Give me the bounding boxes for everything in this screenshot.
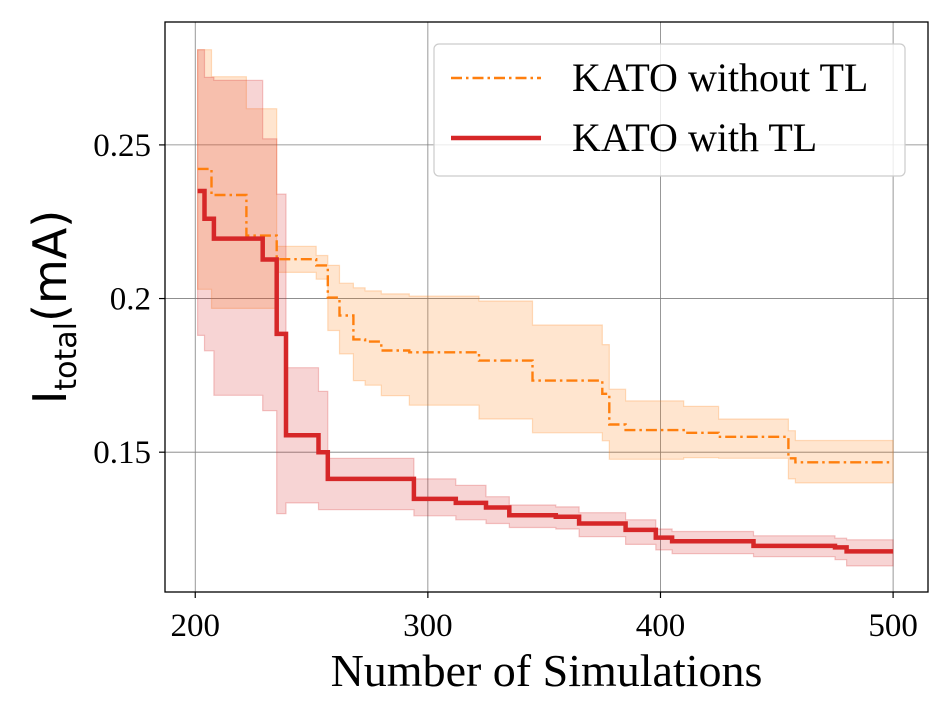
legend-label-kato-without-tl: KATO without TL — [572, 55, 868, 100]
line-kato-without-tl — [197, 167, 894, 464]
x-tick-label: 300 — [403, 608, 453, 644]
x-tick-label: 200 — [170, 608, 220, 644]
legend: KATO without TL KATO with TL — [433, 43, 906, 177]
y-tick-label: 0.15 — [93, 435, 151, 471]
y-tick-label: 0.2 — [110, 282, 151, 318]
svg-text:Itotal(mA): Itotal(mA) — [23, 210, 84, 404]
y-axis-label-main: I — [23, 391, 77, 405]
band-kato-without-tl — [197, 49, 894, 484]
y-tick-label: 0.25 — [93, 128, 151, 164]
series-lines — [197, 167, 894, 554]
legend-label-kato-with-tl: KATO with TL — [572, 115, 817, 160]
x-tick-label: 400 — [636, 608, 686, 644]
y-axis-label-subscript: total — [49, 322, 84, 391]
y-axis-label-unit: (mA) — [23, 210, 77, 322]
line-kato-with-tl — [197, 188, 894, 554]
plot-frame — [164, 21, 929, 593]
y-axis-label: Itotal(mA) — [23, 210, 84, 404]
x-axis-label: Number of Simulations — [331, 645, 763, 696]
x-tick-label: 500 — [868, 608, 918, 644]
tick-labels: 200 300 400 500 0.15 0.2 0.25 — [93, 128, 918, 644]
legend-box — [433, 43, 906, 177]
